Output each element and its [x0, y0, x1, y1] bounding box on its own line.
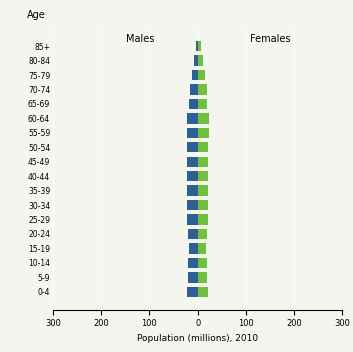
Bar	[187, 200, 198, 210]
Text: Males: Males	[126, 34, 154, 44]
Bar	[187, 171, 198, 181]
Bar	[198, 258, 207, 268]
Bar	[198, 55, 203, 66]
Text: Age: Age	[27, 10, 46, 20]
Bar	[198, 186, 208, 196]
Bar	[198, 272, 207, 283]
Bar	[187, 128, 198, 138]
Bar	[187, 186, 198, 196]
Bar	[198, 99, 207, 109]
Bar	[198, 70, 205, 80]
Bar	[198, 113, 209, 124]
Bar	[198, 171, 208, 181]
Bar	[198, 157, 208, 167]
Bar	[188, 229, 198, 239]
X-axis label: Population (millions), 2010: Population (millions), 2010	[137, 334, 258, 343]
Bar	[187, 287, 198, 297]
Bar	[196, 41, 198, 51]
Bar	[198, 243, 206, 254]
Bar	[198, 287, 208, 297]
Bar	[187, 142, 198, 152]
Bar	[190, 84, 198, 95]
Bar	[188, 272, 198, 283]
Bar	[198, 200, 208, 210]
Text: Females: Females	[250, 34, 290, 44]
Bar	[198, 214, 208, 225]
Bar	[187, 157, 198, 167]
Bar	[189, 99, 198, 109]
Bar	[198, 84, 207, 95]
Bar	[188, 258, 198, 268]
Bar	[189, 243, 198, 254]
Bar	[198, 142, 208, 152]
Bar	[198, 229, 207, 239]
Bar	[192, 70, 198, 80]
Bar	[194, 55, 198, 66]
Bar	[187, 214, 198, 225]
Bar	[198, 41, 201, 51]
Bar	[198, 128, 209, 138]
Bar	[187, 113, 198, 124]
